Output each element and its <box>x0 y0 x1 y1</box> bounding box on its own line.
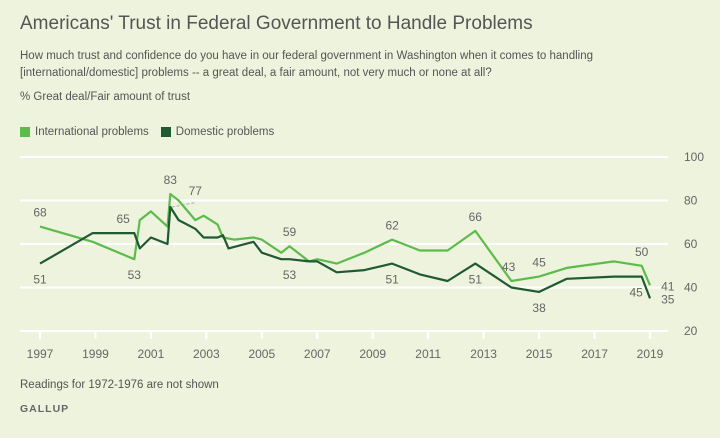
footnote: Readings for 1972-1976 are not shown <box>20 379 219 391</box>
data-label: 51 <box>385 273 399 287</box>
data-label: 43 <box>502 260 516 274</box>
gallup-logo: GALLUP <box>20 403 70 415</box>
data-label: 83 <box>164 173 178 187</box>
x-tick-label: 1999 <box>82 347 109 361</box>
data-label: 62 <box>385 219 399 233</box>
legend-label: Domestic problems <box>175 126 275 138</box>
data-label: 65 <box>117 212 131 226</box>
legend-swatch-international <box>20 127 30 137</box>
y-tick-label: 60 <box>684 237 698 251</box>
data-label: 68 <box>33 206 47 220</box>
data-label: 66 <box>469 210 483 224</box>
x-tick-label: 1997 <box>27 347 54 361</box>
data-label: 45 <box>532 256 546 270</box>
y-tick-label: 40 <box>684 281 698 295</box>
x-tick-label: 2007 <box>304 347 331 361</box>
x-tick-label: 2003 <box>193 347 220 361</box>
data-label: 53 <box>128 268 142 282</box>
x-tick-label: 2001 <box>138 347 165 361</box>
x-tick-label: 2005 <box>248 347 275 361</box>
series-line-domestic <box>39 205 652 299</box>
x-tick-label: 2009 <box>359 347 386 361</box>
y-tick-label: 80 <box>684 194 698 208</box>
chart-subtitle: How much trust and confidence do you hav… <box>20 50 593 79</box>
data-label: 50 <box>635 245 649 259</box>
series-line-international <box>39 192 652 286</box>
data-label: 53 <box>283 268 297 282</box>
y-tick-label: 100 <box>684 150 704 164</box>
data-label: 41 <box>661 279 675 293</box>
y-tick-label: 20 <box>684 324 698 338</box>
legend: International problems Domestic problems <box>20 126 274 138</box>
data-label: 51 <box>33 273 47 287</box>
y-axis-label: % Great deal/Fair amount of trust <box>20 91 191 103</box>
legend-item-international: International problems <box>20 126 149 138</box>
data-label: 77 <box>189 184 203 198</box>
x-tick-label: 2019 <box>637 347 664 361</box>
x-tick-label: 2011 <box>415 347 441 361</box>
x-tick-label: 2015 <box>526 347 553 361</box>
data-label: 35 <box>661 292 675 306</box>
legend-item-domestic: Domestic problems <box>160 126 275 138</box>
data-label: 45 <box>629 286 643 300</box>
data-label: 51 <box>469 273 483 287</box>
legend-label: International problems <box>35 126 149 138</box>
data-label: 38 <box>532 301 546 315</box>
x-tick-label: 2017 <box>581 347 608 361</box>
data-label: 59 <box>283 225 297 239</box>
legend-swatch-domestic <box>160 127 171 137</box>
x-tick-label: 2013 <box>470 347 497 361</box>
chart-title: Americans' Trust in Federal Government t… <box>20 13 533 34</box>
